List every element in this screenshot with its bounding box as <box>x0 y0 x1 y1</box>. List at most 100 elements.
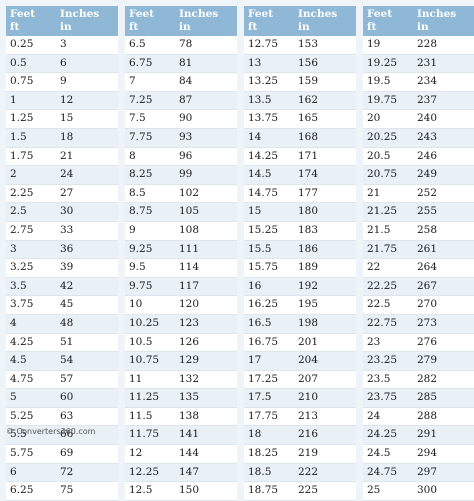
feet-cell: 17.25 <box>244 370 294 390</box>
feet-cell: 11.5 <box>125 407 175 427</box>
feet-cell: 9.5 <box>125 258 175 278</box>
inches-cell: 267 <box>413 277 474 297</box>
table-row: 14.25 171 <box>244 147 356 167</box>
table-row: 11 132 <box>125 370 237 390</box>
table-row: 18.5 222 <box>244 463 356 483</box>
feet-cell: 19 <box>363 36 413 55</box>
table-row: 19.75 237 <box>363 91 474 111</box>
inches-header: Inches in <box>294 6 356 36</box>
inches-cell: 21 <box>56 147 118 167</box>
feet-cell: 20 <box>363 109 413 129</box>
table-row: 20.75 249 <box>363 165 474 185</box>
feet-cell: 21.5 <box>363 221 413 241</box>
feet-cell: 7.5 <box>125 109 175 129</box>
feet-cell: 19.75 <box>363 91 413 111</box>
table-row: 7 84 <box>125 72 237 92</box>
table-row: 9.5 114 <box>125 258 237 278</box>
conversion-table-4: Feet ft Inches in 19 228 19.25 231 19.5 234 19.75 2… <box>363 6 474 501</box>
inches-cell: 129 <box>175 351 237 371</box>
inches-cell: 297 <box>413 463 474 483</box>
table-row: 0.5 6 <box>6 54 118 74</box>
table-row: 5.75 69 <box>6 444 118 464</box>
inches-cell: 207 <box>294 370 356 390</box>
inches-cell: 12 <box>56 91 118 111</box>
inches-cell: 222 <box>294 463 356 483</box>
table-row: 11.5 138 <box>125 407 237 427</box>
feet-cell: 15.25 <box>244 221 294 241</box>
feet-cell: 6.25 <box>6 481 56 501</box>
inches-cell: 156 <box>294 54 356 74</box>
inches-cell: 57 <box>56 370 118 390</box>
inches-cell: 132 <box>175 370 237 390</box>
feet-cell: 0.5 <box>6 54 56 74</box>
inches-cell: 135 <box>175 388 237 408</box>
table-row: 18 216 <box>244 425 356 446</box>
inches-cell: 24 <box>56 165 118 185</box>
table-row: 12.25 147 <box>125 463 237 483</box>
inches-cell: 255 <box>413 202 474 222</box>
inches-header-unit: in <box>298 20 310 33</box>
table-row: 19.5 234 <box>363 72 474 92</box>
inches-cell: 111 <box>175 240 237 260</box>
table-row: 23.75 285 <box>363 388 474 408</box>
table-row: 1.5 18 <box>6 128 118 148</box>
table-row: 6 72 <box>6 463 118 483</box>
table-row: 18.25 219 <box>244 444 356 464</box>
table-row: 6.25 75 <box>6 481 118 501</box>
inches-cell: 210 <box>294 388 356 408</box>
table-row: 20 240 <box>363 109 474 129</box>
table-row: 14.5 174 <box>244 165 356 185</box>
feet-cell: 9 <box>125 221 175 241</box>
feet-header-label: Feet <box>367 8 393 20</box>
table-row: 9.75 117 <box>125 277 237 297</box>
feet-cell: 21.25 <box>363 202 413 222</box>
feet-cell: 5 <box>6 388 56 408</box>
feet-cell: 24.5 <box>363 444 413 464</box>
inches-cell: 201 <box>294 333 356 353</box>
inches-cell: 33 <box>56 221 118 241</box>
inches-cell: 18 <box>56 128 118 148</box>
conversion-table-2: Feet ft Inches in 6.5 78 6.75 81 7 84 7.25 87 7.5 90 7… <box>125 6 237 501</box>
feet-cell: 23.75 <box>363 388 413 408</box>
table-row: 16 192 <box>244 277 356 297</box>
feet-cell: 13.25 <box>244 72 294 92</box>
table-row: 10 120 <box>125 295 237 315</box>
inches-cell: 42 <box>56 277 118 297</box>
table-row: 11.25 135 <box>125 388 237 408</box>
table-row: 23.5 282 <box>363 370 474 390</box>
inches-cell: 216 <box>294 425 356 446</box>
table-row: 6.5 78 <box>125 36 237 55</box>
inches-cell: 138 <box>175 407 237 427</box>
feet-cell: 13.75 <box>244 109 294 129</box>
feet-header-label: Feet <box>10 8 36 20</box>
feet-cell: 3.25 <box>6 258 56 278</box>
table-row: 13.5 162 <box>244 91 356 111</box>
table-row: 21.25 255 <box>363 202 474 222</box>
feet-cell: 6.5 <box>125 36 175 55</box>
feet-cell: 12.75 <box>244 36 294 55</box>
header-row: Feet ft Inches in <box>363 6 474 36</box>
inches-cell: 153 <box>294 36 356 55</box>
feet-cell: 20.25 <box>363 128 413 148</box>
table-row: 14.75 177 <box>244 184 356 204</box>
table-row: 24.25 291 <box>363 425 474 446</box>
table-row: 12.5 150 <box>125 481 237 501</box>
table-row: 2.25 27 <box>6 184 118 204</box>
inches-cell: 291 <box>413 425 474 446</box>
feet-cell: 10 <box>125 295 175 315</box>
table-row: 19 228 <box>363 36 474 55</box>
inches-cell: 84 <box>175 72 237 92</box>
inches-cell: 276 <box>413 333 474 353</box>
feet-cell: 10.5 <box>125 333 175 353</box>
feet-cell: 22.5 <box>363 295 413 315</box>
feet-cell: 11 <box>125 370 175 390</box>
feet-cell: 23.25 <box>363 351 413 371</box>
feet-header-label: Feet <box>129 8 155 20</box>
feet-cell: 16.25 <box>244 295 294 315</box>
inches-cell: 165 <box>294 109 356 129</box>
inches-cell: 246 <box>413 147 474 167</box>
feet-header: Feet ft <box>125 6 175 36</box>
inches-cell: 213 <box>294 407 356 427</box>
table-row: 22.25 267 <box>363 277 474 297</box>
table-row: 12 144 <box>125 444 237 464</box>
